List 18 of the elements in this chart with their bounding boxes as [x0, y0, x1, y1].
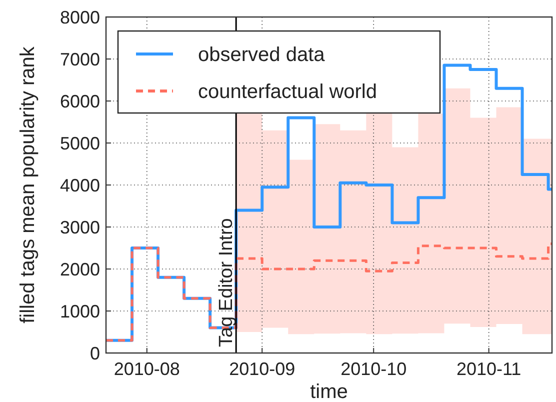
legend-label: counterfactual world: [198, 81, 377, 103]
x-axis-title: time: [310, 381, 348, 402]
x-tick-label: 2010-10: [340, 359, 407, 379]
ref-line-label: Tag Editor Intro: [216, 218, 238, 347]
legend-label: observed data: [198, 44, 326, 66]
y-tick-label: 7000: [60, 49, 100, 70]
y-tick-label: 6000: [60, 91, 100, 112]
y-tick-label: 8000: [60, 7, 100, 28]
x-tick-label: 2010-11: [456, 359, 522, 379]
y-axis-title: filled tags mean popularity rank: [17, 46, 39, 324]
y-tick-label: 3000: [60, 217, 100, 238]
y-tick-label: 5000: [60, 133, 100, 154]
y-tick-label: 4000: [60, 175, 100, 196]
y-tick-label: 0: [90, 343, 100, 364]
y-tick-label: 1000: [60, 301, 100, 322]
y-tick-label: 2000: [60, 259, 100, 280]
x-tick-label: 2010-09: [229, 359, 296, 379]
x-tick-label: 2010-08: [114, 359, 180, 379]
